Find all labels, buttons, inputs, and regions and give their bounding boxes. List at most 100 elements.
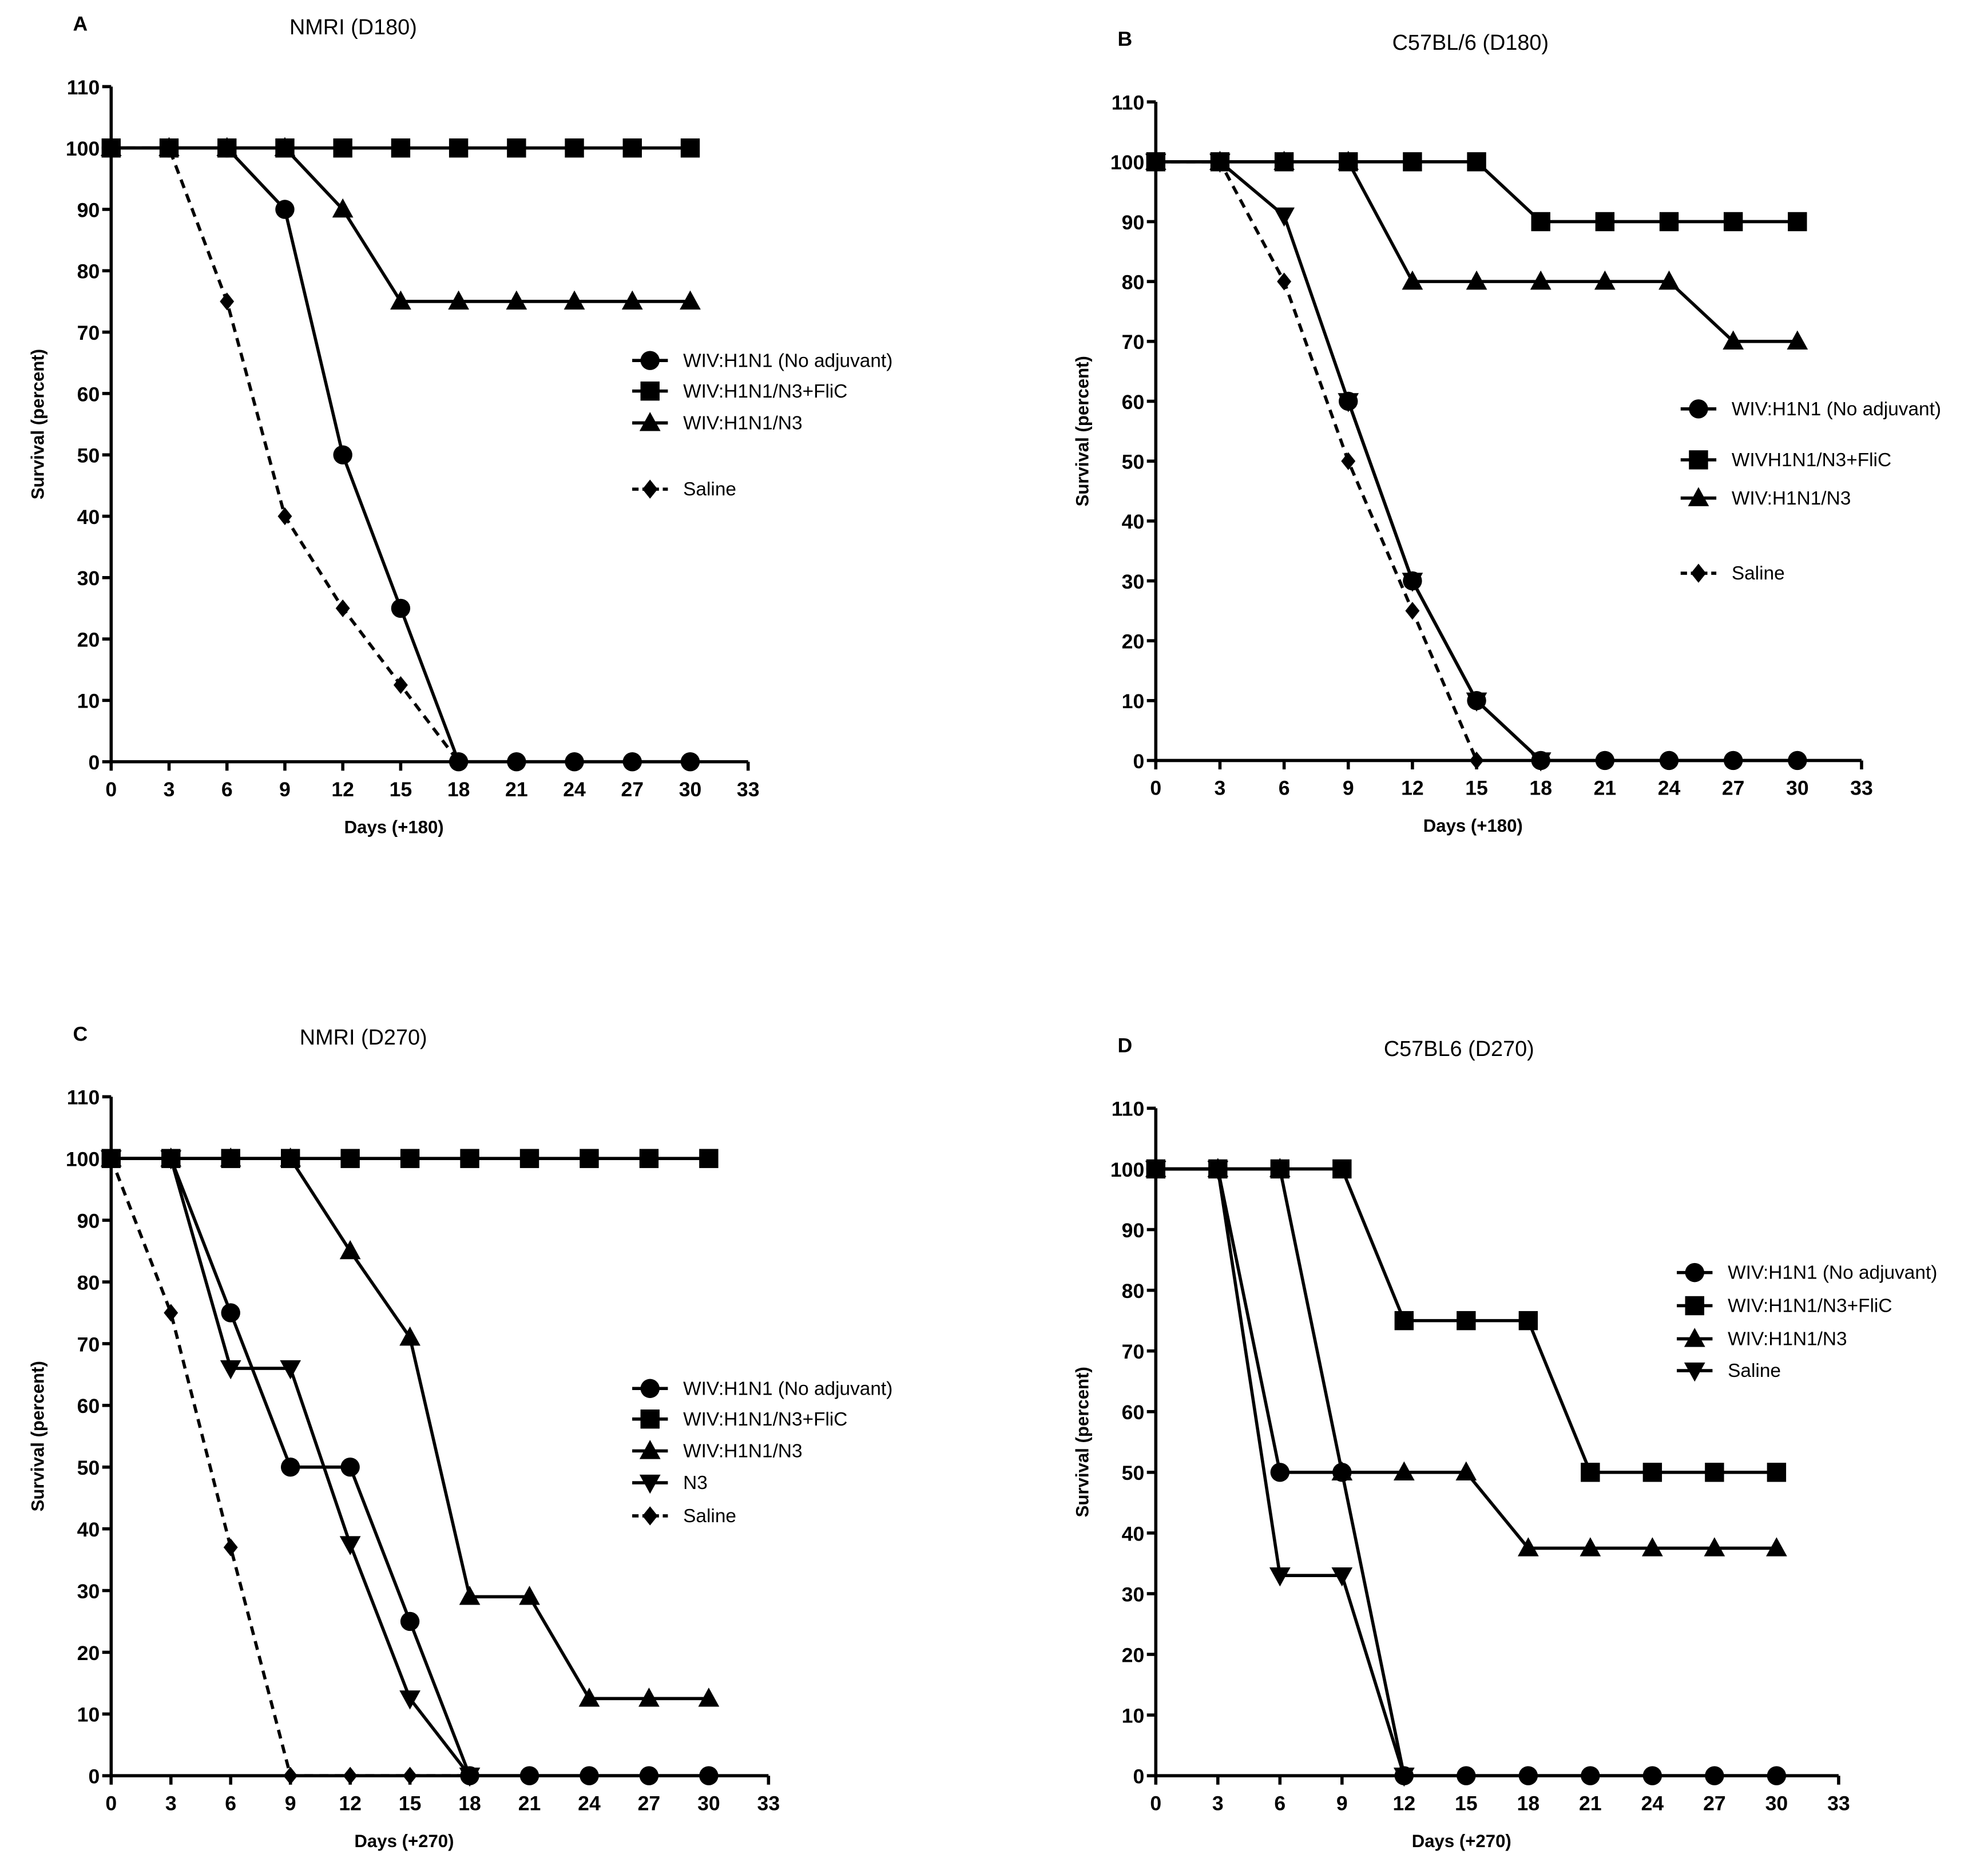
marker	[698, 1688, 720, 1707]
marker	[400, 1149, 420, 1168]
marker	[462, 1766, 477, 1785]
marker	[580, 1766, 599, 1785]
x-tick-label: 24	[1658, 777, 1681, 800]
panel-label: C	[73, 1022, 88, 1045]
y-tick-label: 60	[1122, 1401, 1145, 1424]
x-tick-label: 30	[697, 1792, 720, 1815]
marker	[340, 1458, 360, 1477]
marker	[220, 292, 235, 311]
marker	[680, 752, 700, 772]
marker	[1455, 1461, 1477, 1481]
x-tick-label: 27	[1722, 777, 1745, 800]
marker	[1705, 1766, 1724, 1785]
marker	[332, 198, 354, 218]
marker	[506, 290, 527, 310]
marker	[160, 1150, 182, 1170]
chart-title: NMRI (D270)	[300, 1026, 427, 1050]
marker	[277, 507, 292, 526]
marker	[1338, 150, 1359, 170]
marker	[639, 1440, 661, 1459]
marker	[1685, 1296, 1704, 1316]
x-tick-label: 24	[563, 778, 586, 801]
marker	[391, 138, 411, 158]
y-tick-label: 60	[77, 383, 100, 406]
marker	[699, 1766, 719, 1785]
x-tick-label: 15	[1455, 1792, 1478, 1815]
y-tick-label: 90	[1122, 211, 1145, 234]
marker	[1341, 452, 1356, 470]
marker	[1466, 270, 1487, 290]
marker	[1594, 270, 1616, 290]
marker	[220, 1360, 241, 1380]
marker	[339, 1240, 361, 1260]
marker	[1467, 152, 1486, 172]
y-tick-label: 110	[1112, 1098, 1144, 1121]
y-tick-label: 0	[1133, 750, 1144, 773]
y-tick-label: 60	[77, 1395, 100, 1418]
marker	[1469, 751, 1484, 770]
marker	[640, 1379, 660, 1398]
marker	[640, 351, 660, 370]
x-tick-label: 9	[279, 778, 291, 801]
panel-label: B	[1118, 27, 1133, 50]
marker	[1723, 330, 1744, 350]
y-tick-label: 110	[67, 76, 100, 99]
marker	[1788, 751, 1807, 771]
marker	[1273, 207, 1295, 227]
x-axis-label: Days (+180)	[344, 817, 444, 837]
y-axis-label: Survival (percent)	[27, 1361, 47, 1511]
x-tick-label: 27	[638, 1792, 661, 1815]
y-tick-label: 90	[77, 198, 100, 221]
marker	[448, 290, 469, 310]
marker	[1688, 487, 1709, 506]
marker	[639, 412, 661, 431]
marker	[1788, 212, 1807, 232]
legend-label: WIV:H1N1 (No adjuvant)	[1728, 1262, 1937, 1284]
legend-label: Saline	[1728, 1360, 1781, 1381]
x-tick-label: 12	[331, 778, 354, 801]
marker	[1723, 751, 1743, 771]
legend-label: WIVH1N1/N3+FliC	[1732, 450, 1891, 471]
marker	[1518, 1766, 1538, 1785]
y-tick-label: 70	[1122, 331, 1145, 354]
marker	[622, 752, 642, 772]
marker	[333, 138, 352, 158]
marker	[565, 138, 584, 158]
marker	[621, 290, 643, 310]
legend-label: WIV:H1N1 (No adjuvant)	[1732, 399, 1941, 420]
y-tick-label: 100	[1110, 151, 1144, 174]
marker	[1787, 330, 1808, 350]
marker	[1405, 602, 1420, 620]
x-tick-label: 9	[285, 1792, 296, 1815]
y-tick-label: 30	[77, 567, 100, 590]
marker	[221, 1303, 240, 1323]
marker	[1145, 1161, 1166, 1180]
x-tick-label: 21	[1579, 1792, 1602, 1815]
x-tick-label: 24	[578, 1792, 601, 1815]
marker	[519, 1766, 539, 1785]
y-tick-label: 90	[1122, 1219, 1145, 1242]
marker	[449, 138, 469, 158]
legend-label: Saline	[683, 479, 736, 500]
marker	[680, 138, 700, 158]
marker	[507, 138, 526, 158]
y-tick-label: 80	[77, 260, 100, 283]
legend-label: WIV:H1N1/N3	[683, 1441, 802, 1462]
marker	[565, 752, 584, 772]
marker	[1531, 212, 1550, 232]
marker	[451, 753, 466, 771]
marker	[275, 200, 295, 219]
marker	[1393, 1768, 1415, 1787]
series-line	[111, 1157, 709, 1777]
marker	[280, 1458, 300, 1477]
y-tick-label: 10	[77, 690, 100, 713]
marker	[680, 290, 701, 310]
y-tick-label: 10	[1122, 690, 1145, 713]
y-tick-label: 110	[1112, 92, 1144, 114]
x-tick-label: 6	[225, 1792, 236, 1815]
x-tick-label: 12	[1393, 1792, 1416, 1815]
y-tick-label: 50	[1122, 450, 1145, 473]
marker	[1691, 563, 1707, 583]
marker	[340, 1149, 360, 1168]
y-tick-label: 20	[77, 1642, 100, 1665]
